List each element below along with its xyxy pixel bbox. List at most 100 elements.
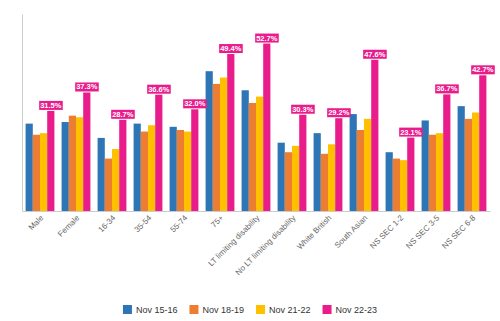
bar: [220, 78, 227, 211]
data-label-group: 32.0%: [183, 99, 207, 108]
bar: [364, 119, 371, 211]
data-label-bg: [363, 50, 387, 59]
bar: [33, 135, 40, 211]
data-label: 32.0%: [184, 99, 206, 108]
bar: [249, 103, 256, 211]
bar: [26, 124, 33, 211]
bar: [76, 117, 83, 211]
x-tick-label: 16-34: [97, 213, 118, 234]
data-label-group: 47.6%: [363, 50, 387, 59]
bar: [256, 97, 263, 211]
data-label-bg: [219, 44, 243, 53]
bars: [26, 44, 487, 211]
x-tick-label: 75+: [209, 213, 225, 229]
x-tick: NS SEC 6-8: [440, 213, 478, 251]
x-tick: No LT limiting disability: [234, 213, 298, 277]
bar-series: [33, 84, 472, 211]
data-label: 36.6%: [148, 85, 170, 94]
data-label-group: 30.3%: [291, 105, 315, 114]
legend-item: Nov 15-16: [123, 305, 178, 315]
x-tick: 16-34: [97, 213, 118, 234]
data-label-group: 52.7%: [255, 34, 279, 43]
data-label-group: 36.7%: [435, 84, 459, 93]
bar: [47, 111, 54, 211]
data-label-bg: [291, 105, 315, 114]
bar: [350, 114, 357, 211]
bar: [191, 109, 198, 211]
bar: [299, 115, 306, 211]
bar: [155, 95, 162, 211]
x-tick: 55-74: [169, 213, 190, 234]
bar: [177, 130, 184, 211]
data-label: 37.3%: [76, 82, 98, 91]
bar: [407, 138, 414, 211]
x-tick: South Asian: [333, 213, 370, 250]
bar: [386, 152, 393, 211]
x-axis-line: [23, 211, 491, 212]
data-label-group: 49.4%: [219, 44, 243, 53]
legend-label: Nov 18-19: [202, 305, 244, 315]
data-label: 49.4%: [220, 44, 242, 53]
data-label: 23.1%: [400, 128, 422, 137]
data-label-bg: [327, 108, 351, 117]
legend-item: Nov 21-22: [256, 305, 311, 315]
bar: [458, 106, 465, 211]
x-tick: 35-54: [133, 213, 154, 234]
data-label: 52.7%: [256, 34, 278, 43]
plot-area: MaleFemale16-3435-5455-7475+LT limiting …: [23, 15, 495, 278]
bar: [170, 127, 177, 211]
data-label-bg: [111, 110, 135, 119]
bar: [436, 133, 443, 211]
x-tick-label: NS SEC 1-2: [368, 213, 406, 251]
data-label-bg: [255, 34, 279, 43]
bar-series: [40, 78, 479, 211]
bar: [98, 138, 105, 211]
x-tick-label: White British: [295, 213, 333, 251]
bar: [206, 71, 213, 211]
x-axis: MaleFemale16-3435-5455-7475+LT limiting …: [23, 212, 491, 278]
bar: [105, 159, 112, 211]
legend-swatch: [123, 305, 132, 314]
bar: [119, 120, 126, 211]
data-label-group: 23.1%: [399, 128, 423, 137]
bar: [328, 144, 335, 211]
data-label-bg: [471, 65, 495, 74]
legend-swatch: [256, 305, 265, 314]
x-tick-label: Male: [27, 213, 46, 232]
data-label-group: 29.2%: [327, 108, 351, 117]
bar: [472, 113, 479, 212]
chart: MaleFemale16-3435-5455-7475+LT limiting …: [0, 0, 500, 321]
bar: [278, 143, 285, 211]
bar: [242, 90, 249, 211]
y-axis: [22, 15, 23, 212]
data-label-bg: [435, 84, 459, 93]
bar: [112, 149, 119, 211]
data-label-group: 28.7%: [111, 110, 135, 119]
data-label-group: 42.7%: [471, 65, 495, 74]
data-label: 47.6%: [364, 50, 386, 59]
bar: [141, 132, 148, 211]
bar: [69, 116, 76, 211]
bar: [393, 159, 400, 211]
x-tick: Female: [56, 213, 82, 239]
data-labels: 31.5%37.3%28.7%36.6%32.0%49.4%52.7%30.3%…: [39, 34, 495, 137]
bar: [263, 44, 270, 211]
bar: [443, 94, 450, 211]
data-label-bg: [147, 85, 171, 94]
x-tick-label: 55-74: [169, 213, 190, 234]
bar: [357, 130, 364, 211]
bar: [134, 124, 141, 211]
y-axis-line: [22, 15, 23, 212]
x-tick: 75+: [209, 213, 225, 229]
data-label-bg: [183, 99, 207, 108]
x-tick: White British: [295, 213, 333, 251]
x-tick: NS SEC 3-5: [404, 213, 442, 251]
data-label-group: 37.3%: [75, 82, 99, 91]
legend: Nov 15-16Nov 18-19Nov 21-22Nov 22-23: [123, 305, 377, 315]
bar-series: [26, 71, 465, 211]
data-label-group: 36.6%: [147, 85, 171, 94]
bar: [479, 75, 486, 211]
bar: [371, 60, 378, 211]
x-tick-label: NS SEC 3-5: [404, 213, 442, 251]
bar: [213, 84, 220, 211]
